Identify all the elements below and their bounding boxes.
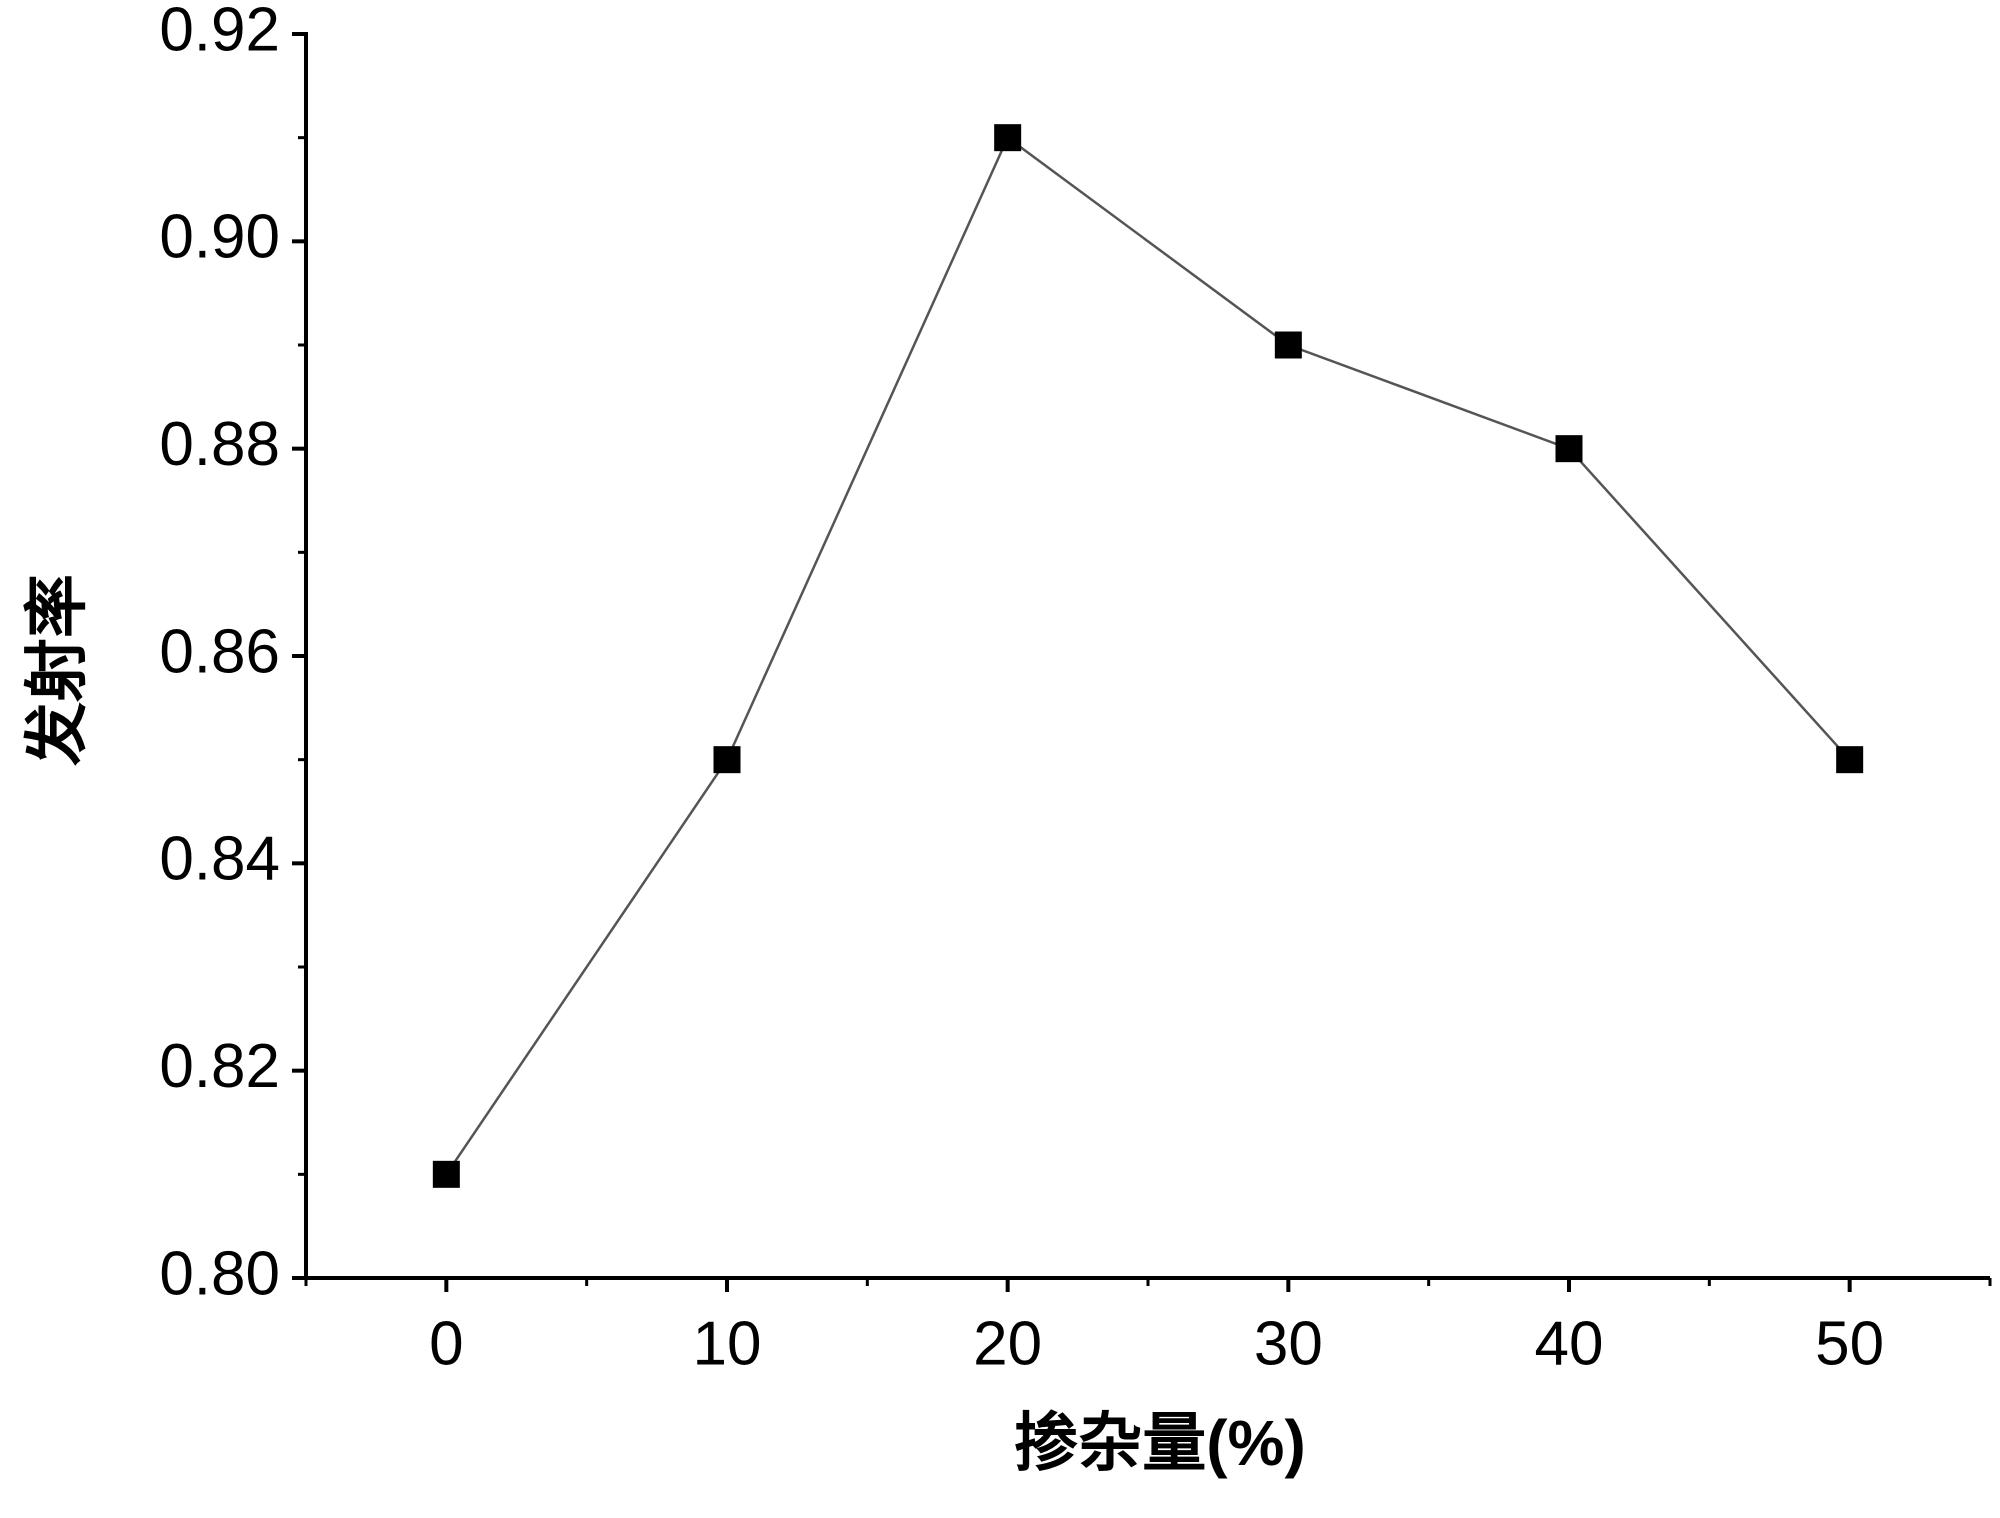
marker [994, 124, 1022, 152]
marker [432, 1160, 460, 1188]
marker [713, 746, 741, 774]
x-tick-label: 0 [429, 1309, 463, 1378]
y-tick-label: 0.80 [159, 1239, 280, 1308]
x-axis-label: 掺杂量(%) [1014, 1407, 1306, 1479]
line [445, 135, 1851, 1176]
y-tick-label: 0.84 [159, 825, 280, 894]
marker [1274, 331, 1302, 359]
marker [1555, 435, 1583, 463]
y-tick-label: 0.86 [159, 617, 280, 686]
x-tick-label: 10 [693, 1309, 762, 1378]
y-tick-label: 0.88 [159, 410, 280, 479]
y-tick-label: 0.82 [159, 1032, 280, 1101]
y-tick-label: 0.92 [159, 0, 280, 64]
y-axis-label: 发射率 [21, 574, 93, 766]
x-tick-label: 30 [1254, 1309, 1323, 1378]
x-tick-label: 20 [973, 1309, 1042, 1378]
marker [1836, 746, 1864, 774]
y-tick-label: 0.90 [159, 203, 280, 272]
x-tick-label: 40 [1535, 1309, 1604, 1378]
x-tick-label: 50 [1815, 1309, 1884, 1378]
